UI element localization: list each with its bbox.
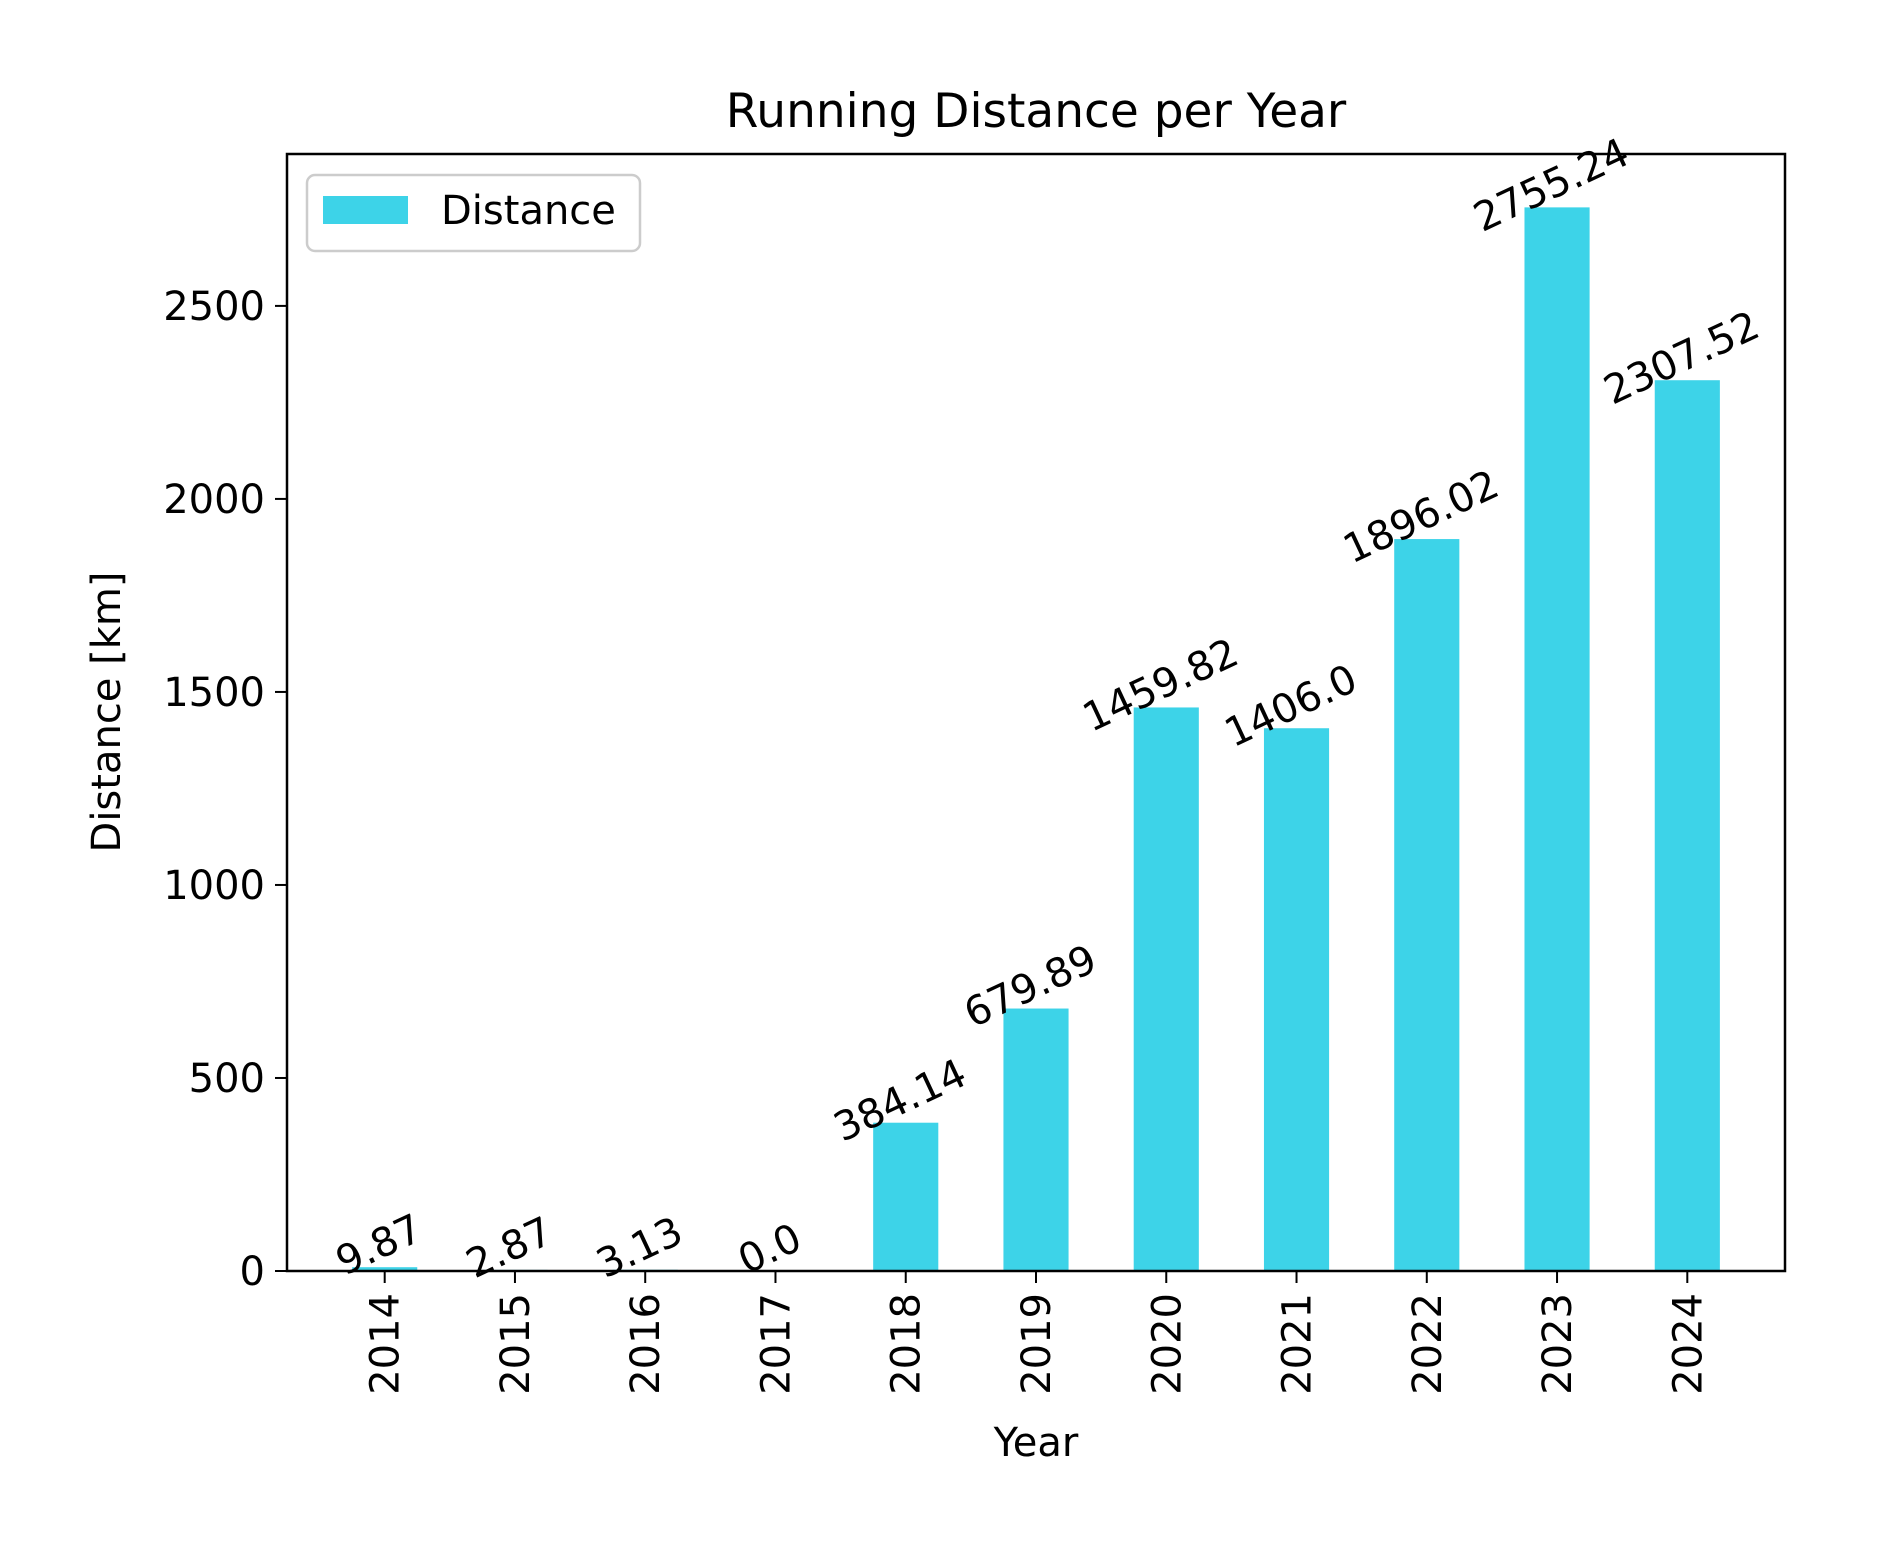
y-tick-label-2000: 2000 [163, 477, 265, 523]
legend-label-distance: Distance [441, 188, 616, 234]
legend-box [305, 173, 642, 253]
x-tick-label-2024: 2024 [1665, 1293, 1711, 1395]
x-axis-ticks: 2014 2015 2016 2017 2018 2019 2020 2021 2022 2023… [363, 1271, 1711, 1395]
x-tick-label-2019: 2019 [1014, 1293, 1060, 1395]
y-axis-ticks: 0 500 1000 1500 2000 2500 [163, 284, 287, 1295]
bar-2022 [1394, 539, 1460, 1271]
y-tick-label-2500: 2500 [163, 284, 265, 330]
x-tick-label-2023: 2023 [1535, 1293, 1581, 1395]
bar-2014 [352, 1267, 418, 1271]
x-tick-label-2020: 2020 [1144, 1293, 1190, 1395]
plot-frame [285, 152, 1787, 1273]
bar-2019 [1003, 1008, 1069, 1271]
bar-2020 [1133, 707, 1199, 1271]
bar-2024 [1654, 380, 1720, 1272]
y-axis-label: Distance [km] [84, 572, 130, 853]
x-tick-label-2016: 2016 [623, 1293, 669, 1395]
x-tick-label-2022: 2022 [1405, 1293, 1451, 1395]
chart-title: Running Distance per Year [726, 84, 1347, 139]
x-tick-label-2014: 2014 [363, 1293, 409, 1395]
x-axis-label: Year [993, 1420, 1079, 1466]
y-tick-label-1500: 1500 [163, 670, 265, 716]
bar-2023 [1524, 207, 1590, 1272]
x-tick-label-2017: 2017 [753, 1293, 799, 1395]
bar-2018 [873, 1122, 939, 1271]
legend-swatch-distance [323, 196, 408, 224]
y-tick-label-0: 0 [240, 1249, 265, 1295]
legend: Distance [305, 173, 642, 253]
bars [352, 207, 1720, 1272]
x-tick-label-2015: 2015 [493, 1293, 539, 1395]
x-tick-label-2021: 2021 [1275, 1293, 1321, 1395]
y-tick-label-1000: 1000 [163, 863, 265, 909]
y-tick-label-500: 500 [189, 1056, 265, 1102]
x-tick-label-2018: 2018 [884, 1293, 930, 1395]
bar-2021 [1263, 728, 1330, 1271]
